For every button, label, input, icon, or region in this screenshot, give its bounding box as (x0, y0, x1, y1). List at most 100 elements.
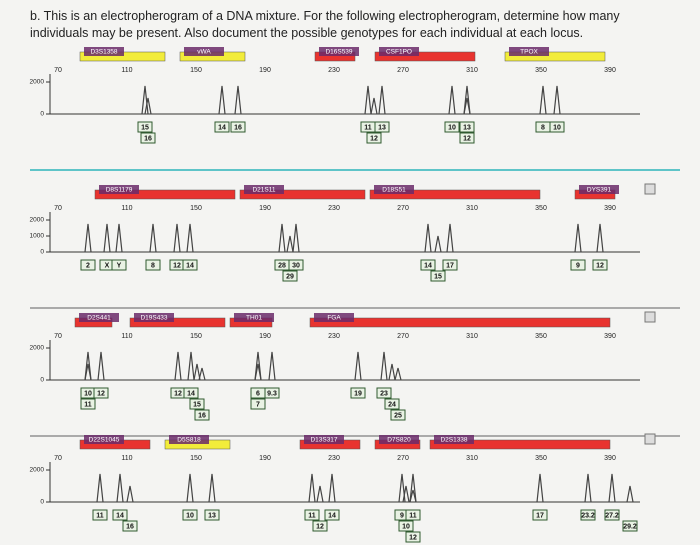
peak (409, 489, 417, 503)
size-label: 70 (54, 67, 62, 74)
peak (434, 235, 442, 253)
size-label: 390 (604, 67, 616, 74)
y-label: 2000 (30, 79, 45, 86)
allele-box (264, 387, 280, 399)
size-label: 310 (466, 67, 478, 74)
allele-box (324, 509, 340, 521)
allele-box (604, 509, 620, 521)
peak (446, 223, 454, 253)
locus-tag (134, 313, 174, 322)
allele-label: 8 (541, 124, 545, 131)
locus-name: FGA (327, 315, 341, 322)
peak (144, 97, 152, 115)
locus-name: D2S1338 (440, 437, 467, 444)
allele-box (374, 121, 390, 133)
allele-label: 11 (96, 512, 104, 519)
allele-box (80, 259, 96, 271)
peak (116, 473, 124, 503)
size-label: 270 (397, 333, 409, 340)
allele-label: 7 (256, 401, 260, 408)
allele-box (182, 259, 198, 271)
locus-bar (369, 189, 541, 200)
peak (370, 97, 378, 115)
peak (388, 363, 396, 381)
allele-label: 12 (174, 390, 182, 397)
allele-label: 12 (409, 534, 417, 541)
allele-label: 11 (364, 124, 372, 131)
allele-box (282, 270, 298, 282)
allele-box (366, 132, 382, 144)
allele-box (350, 387, 366, 399)
allele-box (145, 259, 161, 271)
size-label: 310 (466, 455, 478, 462)
locus-bar (309, 317, 611, 328)
locus-name: vWA (197, 49, 211, 56)
edit-icon (644, 433, 656, 445)
locus-bar (374, 51, 476, 62)
size-label: 70 (54, 455, 62, 462)
size-label: 270 (397, 205, 409, 212)
locus-tag (244, 185, 284, 194)
allele-label: 15 (141, 124, 149, 131)
size-label: 390 (604, 455, 616, 462)
locus-bar (94, 189, 236, 200)
size-label: 190 (259, 455, 271, 462)
allele-label: X (105, 262, 110, 269)
allele-label: 30 (292, 262, 300, 269)
locus-name: D8S1179 (106, 187, 133, 194)
size-label: 150 (190, 67, 202, 74)
allele-box (532, 509, 548, 521)
peak (463, 85, 471, 115)
peak (198, 367, 206, 381)
allele-box (137, 121, 153, 133)
allele-box (592, 259, 608, 271)
peak (286, 235, 294, 253)
edit-icon (644, 183, 656, 195)
size-label: 350 (535, 205, 547, 212)
peak (536, 473, 544, 503)
allele-box (459, 121, 475, 133)
allele-label: 14 (218, 124, 226, 131)
allele-label: 16 (198, 412, 206, 419)
allele-box (580, 509, 596, 521)
peak (539, 85, 547, 115)
peak (174, 351, 182, 381)
locus-tag (314, 313, 354, 322)
peak (84, 363, 92, 381)
locus-tag (379, 435, 419, 444)
locus-tag (374, 185, 414, 194)
allele-box (570, 259, 586, 271)
size-label: 230 (328, 333, 340, 340)
edit-icon (644, 311, 656, 323)
y-label: 2000 (30, 345, 45, 352)
locus-name: D2S441 (87, 315, 111, 322)
y-label: 1000 (30, 233, 45, 240)
allele-label: 17 (446, 262, 454, 269)
peak (278, 223, 286, 253)
allele-box (622, 520, 638, 532)
locus-tag (379, 47, 419, 56)
allele-label: 19 (354, 390, 362, 397)
peak (402, 485, 410, 503)
locus-name: D5S818 (177, 437, 201, 444)
y-label: 2000 (30, 467, 45, 474)
allele-box (390, 409, 406, 421)
peak (354, 351, 362, 381)
allele-label: 17 (536, 512, 544, 519)
locus-name: CSF1PO (386, 49, 412, 56)
locus-tag (84, 435, 124, 444)
allele-label: 12 (463, 135, 471, 142)
locus-tag (434, 435, 474, 444)
allele-box (459, 132, 475, 144)
allele-label: 12 (173, 262, 181, 269)
locus-bar (504, 51, 606, 62)
locus-tag (579, 185, 619, 194)
locus-name: D18S51 (382, 187, 406, 194)
allele-label: 14 (328, 512, 336, 519)
size-label: 110 (121, 67, 132, 74)
size-label: 230 (328, 67, 340, 74)
locus-tag (234, 313, 274, 322)
size-label: 110 (121, 455, 132, 462)
locus-name: TPOX (520, 49, 538, 56)
locus-bar (129, 317, 226, 328)
